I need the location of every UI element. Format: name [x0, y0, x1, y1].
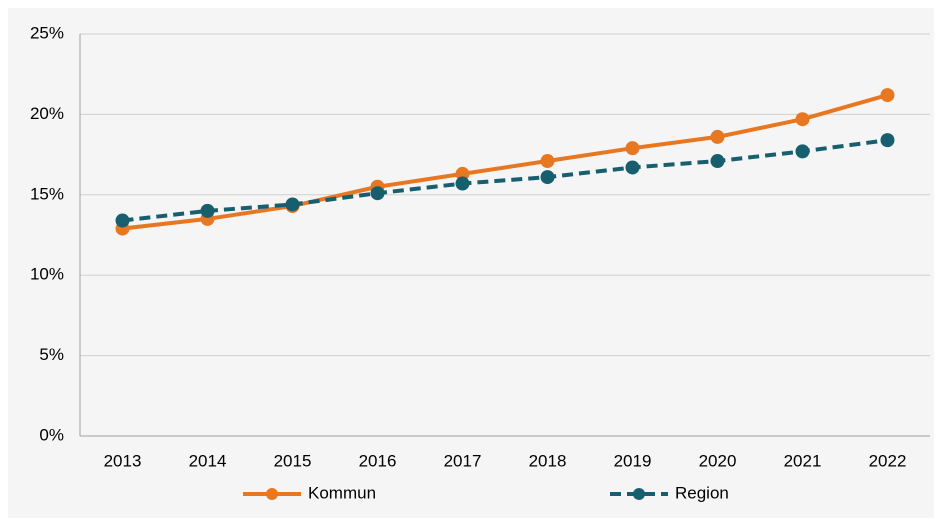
- series-marker: [710, 154, 725, 169]
- x-tick-label: 2022: [869, 451, 907, 470]
- series-marker: [200, 203, 215, 218]
- y-tick-label: 0%: [39, 425, 64, 444]
- x-tick-label: 2016: [359, 451, 397, 470]
- legend-marker: [633, 488, 645, 500]
- series-marker: [455, 166, 470, 181]
- series-marker: [710, 129, 725, 144]
- y-tick-label: 10%: [30, 265, 64, 284]
- series-marker: [625, 160, 640, 175]
- x-tick-label: 2017: [444, 451, 482, 470]
- x-tick-label: 2013: [104, 451, 142, 470]
- y-tick-label: 5%: [39, 345, 64, 364]
- series-marker: [540, 154, 555, 169]
- y-tick-label: 25%: [30, 23, 64, 42]
- x-tick-label: 2014: [189, 451, 227, 470]
- x-tick-label: 2019: [614, 451, 652, 470]
- x-tick-label: 2021: [784, 451, 822, 470]
- series-marker: [880, 88, 895, 103]
- series-marker: [795, 144, 810, 159]
- y-tick-label: 15%: [30, 184, 64, 203]
- series-marker: [285, 197, 300, 212]
- series-marker: [880, 133, 895, 148]
- y-tick-label: 20%: [30, 104, 64, 123]
- legend-label: Kommun: [308, 483, 376, 502]
- series-line: [122, 138, 888, 223]
- x-tick-label: 2020: [699, 451, 737, 470]
- series-line: [122, 93, 889, 231]
- legend-marker: [266, 488, 278, 500]
- series-marker: [455, 176, 470, 191]
- legend-label: Region: [675, 483, 729, 502]
- x-tick-label: 2015: [274, 451, 312, 470]
- series-marker: [370, 186, 385, 201]
- series-marker: [625, 141, 640, 156]
- chart-background: [8, 8, 934, 518]
- series-marker: [115, 213, 130, 228]
- series-marker: [540, 170, 555, 185]
- x-tick-label: 2018: [529, 451, 567, 470]
- series-marker: [795, 112, 810, 127]
